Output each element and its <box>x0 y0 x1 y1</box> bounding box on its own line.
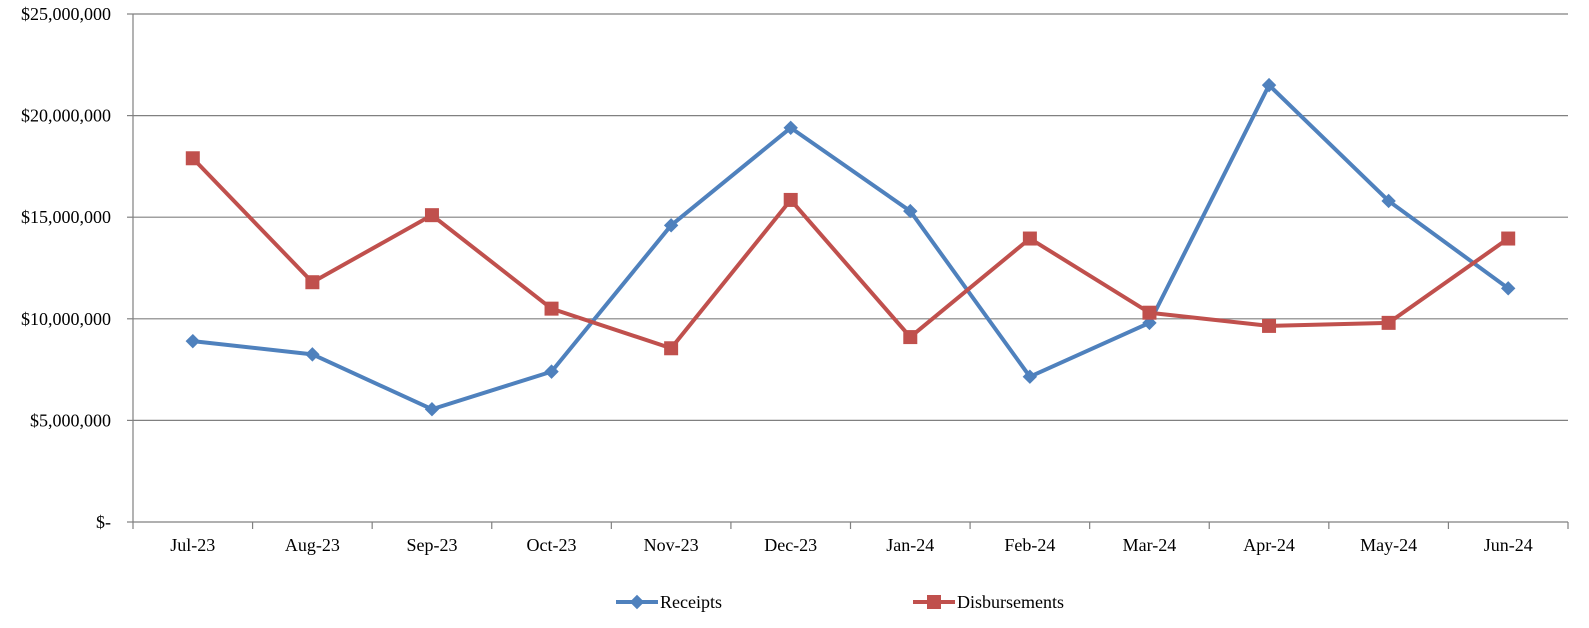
series-markers <box>185 77 1516 417</box>
disbursements-point <box>1022 231 1037 246</box>
disbursements-legend-label: Disbursements <box>957 592 1064 612</box>
legend: Receipts Disbursements <box>616 592 1064 612</box>
receipts-point <box>663 218 679 233</box>
receipts-point <box>424 402 440 417</box>
x-tick-label: Sep-23 <box>406 535 457 555</box>
disbursements-point <box>903 330 918 345</box>
series-lines <box>190 83 1511 412</box>
disbursements-point <box>544 301 559 316</box>
axes: $- $5,000,000 $10,000,000 $15,000,000 $20,00… <box>21 4 1569 555</box>
receipts-legend-marker <box>629 594 645 610</box>
y-tick-label: $15,000,000 <box>21 207 111 227</box>
receipts-point <box>544 364 559 379</box>
disbursements-point <box>664 341 679 356</box>
disbursements-point <box>1501 231 1516 246</box>
x-tick-label: Feb-24 <box>1004 535 1055 555</box>
receipts-point <box>1501 281 1516 296</box>
disbursements-point <box>1262 318 1277 333</box>
disbursements-point <box>185 151 200 166</box>
x-tick-label: Mar-24 <box>1123 535 1177 555</box>
disbursements-point <box>305 275 320 290</box>
receipts-point <box>1022 369 1038 384</box>
receipts-legend-label: Receipts <box>660 592 722 612</box>
gridlines <box>133 13 1568 421</box>
receipts-line <box>190 83 1511 412</box>
x-tick-label: Aug-23 <box>285 535 340 555</box>
x-tick-label: Apr-24 <box>1243 535 1295 555</box>
disbursements-point <box>424 208 439 223</box>
x-tick-label: Nov-23 <box>644 535 699 555</box>
x-tick-label: Oct-23 <box>527 535 577 555</box>
disbursements-point <box>1381 315 1396 330</box>
receipts-point <box>305 347 320 362</box>
receipts-point <box>903 203 918 219</box>
x-tick-label: May-24 <box>1360 535 1417 555</box>
x-tick-label: Dec-23 <box>764 535 817 555</box>
x-tick-label: Jul-23 <box>170 535 215 555</box>
receipts-point <box>185 333 200 349</box>
x-tick-label: Jun-24 <box>1484 535 1533 555</box>
receipts-point <box>1261 77 1277 93</box>
disbursements-line <box>190 156 1511 351</box>
y-tick-label: $20,000,000 <box>21 106 111 126</box>
disbursements-point <box>1142 305 1157 320</box>
disbursements-point <box>783 192 798 207</box>
y-tick-label: $10,000,000 <box>21 309 111 329</box>
x-tick-label: Jan-24 <box>886 535 934 555</box>
y-tick-label: $5,000,000 <box>30 410 111 430</box>
receipts-point <box>1381 193 1396 209</box>
y-tick-label: $- <box>96 512 111 532</box>
y-tick-label: $25,000,000 <box>21 4 111 24</box>
receipts-point <box>783 120 798 135</box>
disbursements-legend-marker <box>927 595 941 609</box>
